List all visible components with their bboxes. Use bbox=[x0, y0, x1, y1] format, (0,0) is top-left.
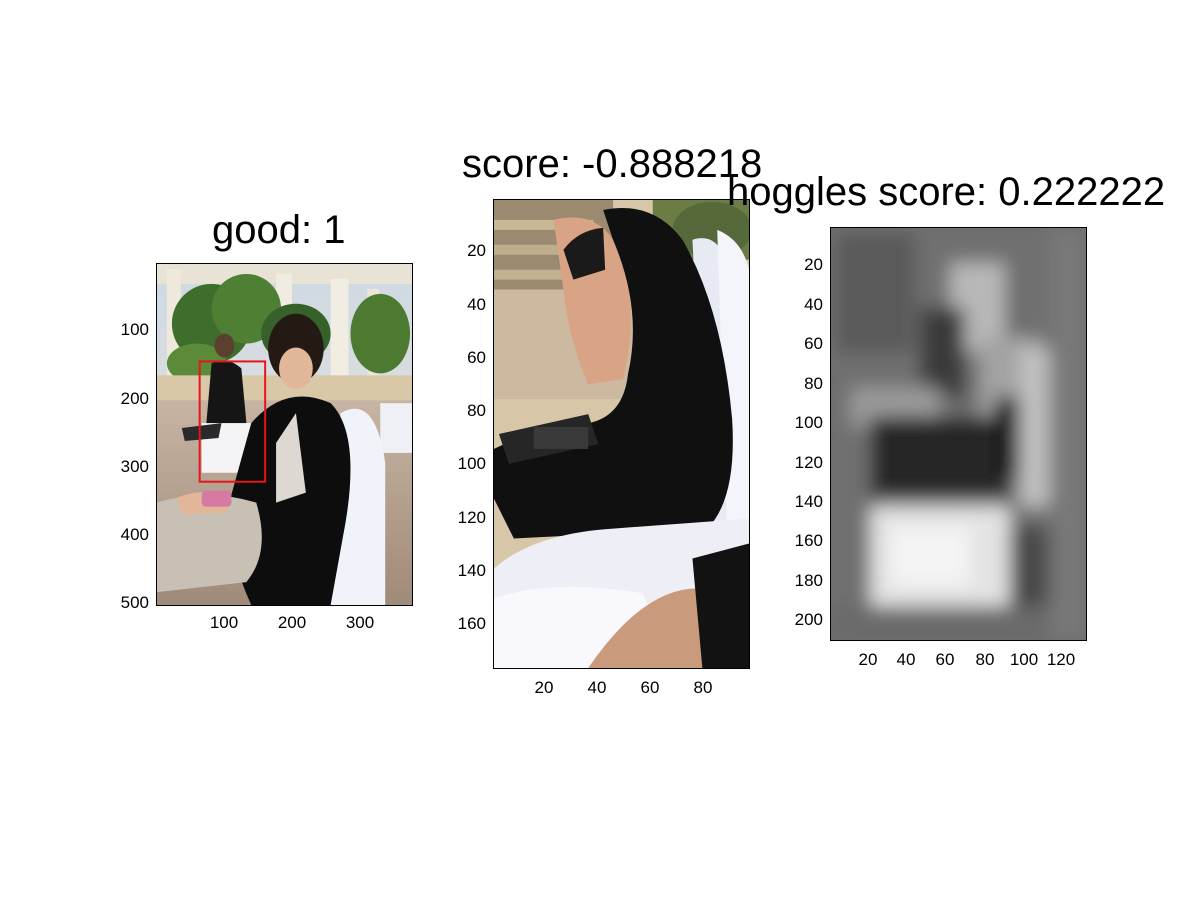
panel2-xtick: 80 bbox=[693, 678, 713, 697]
panel2-ytick: 140 bbox=[457, 561, 486, 580]
panel3-title: hoggles score: 0.222222 bbox=[727, 170, 1166, 214]
panel2-ytick: 80 bbox=[467, 401, 486, 420]
panel3-xtick: 120 bbox=[1046, 650, 1076, 669]
detection-bounding-box bbox=[198, 360, 267, 483]
panel1-xtick: 100 bbox=[209, 613, 239, 632]
panel2-title: score: -0.888218 bbox=[462, 142, 763, 186]
panel1-ytick: 400 bbox=[120, 525, 149, 544]
panel2-ytick: 60 bbox=[467, 348, 486, 367]
panel3-ytick: 80 bbox=[804, 374, 823, 393]
panel3-xtick: 80 bbox=[975, 650, 995, 669]
panel2-ytick: 100 bbox=[457, 454, 486, 473]
panel1-ytick: 500 bbox=[120, 593, 149, 612]
panel1-ytick: 300 bbox=[120, 457, 149, 476]
panel2-ytick: 40 bbox=[467, 295, 486, 314]
panel1-xtick: 200 bbox=[277, 613, 307, 632]
panel1-xtick: 300 bbox=[345, 613, 375, 632]
panel2-xtick: 60 bbox=[640, 678, 660, 697]
panel3-ytick: 20 bbox=[804, 255, 823, 274]
panel3-image bbox=[830, 227, 1087, 641]
panel3-ytick: 100 bbox=[794, 413, 823, 432]
panel3-xtick: 60 bbox=[935, 650, 955, 669]
panel3-ytick: 60 bbox=[804, 334, 823, 353]
panel3-xtick: 40 bbox=[896, 650, 916, 669]
panel3-ytick: 140 bbox=[794, 492, 823, 511]
panel3-xtick: 100 bbox=[1009, 650, 1039, 669]
panel1-title: good: 1 bbox=[212, 208, 346, 252]
panel2-image bbox=[493, 199, 750, 669]
panel2-ytick: 160 bbox=[457, 614, 486, 633]
panel2-xtick: 40 bbox=[587, 678, 607, 697]
panel3-ytick: 120 bbox=[794, 453, 823, 472]
panel2-ytick: 20 bbox=[467, 241, 486, 260]
panel3-ytick: 180 bbox=[794, 571, 823, 590]
panel1-ytick: 200 bbox=[120, 389, 149, 408]
panel1-image bbox=[156, 263, 413, 606]
panel3-ytick: 200 bbox=[794, 610, 823, 629]
panel2-ytick: 120 bbox=[457, 508, 486, 527]
panel2-xtick: 20 bbox=[534, 678, 554, 697]
panel3-xtick: 20 bbox=[858, 650, 878, 669]
panel1-ytick: 100 bbox=[120, 320, 149, 339]
panel3-ytick: 160 bbox=[794, 531, 823, 550]
panel3-ytick: 40 bbox=[804, 295, 823, 314]
